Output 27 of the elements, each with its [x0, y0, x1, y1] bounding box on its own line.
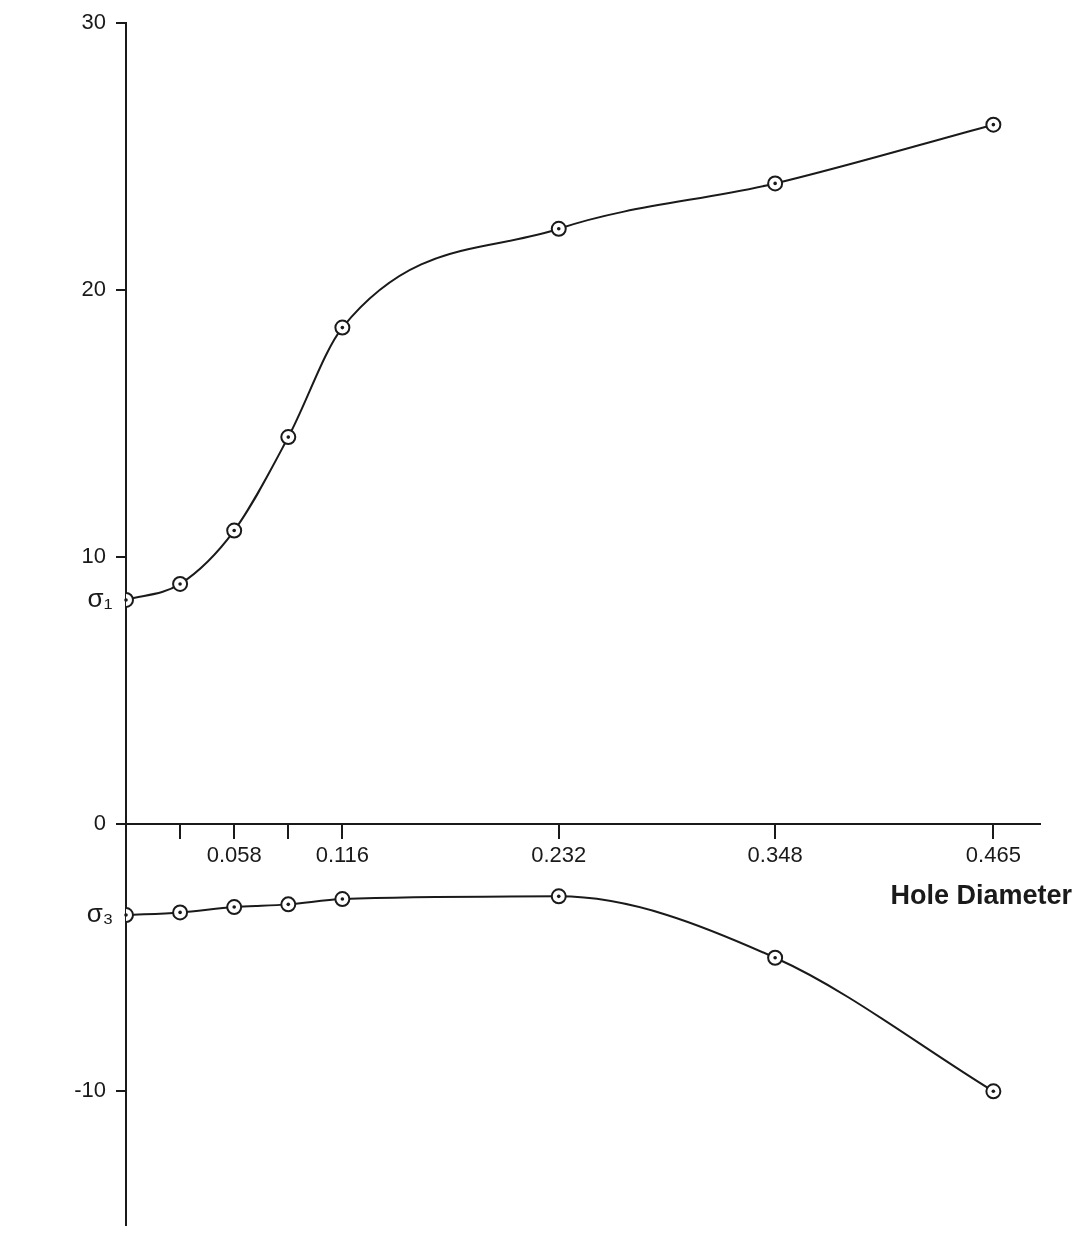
y-tick-label: 20: [81, 276, 106, 302]
y-tick-label: 0: [93, 810, 106, 836]
point: [280, 429, 297, 446]
point: [985, 1083, 1002, 1100]
y-tick-label: -10: [74, 1077, 106, 1103]
x-tick-label: 0.116: [315, 841, 370, 867]
series-label: σ₁: [87, 583, 113, 614]
point: [334, 319, 351, 336]
x-tick-label: 0.348: [747, 841, 803, 867]
point: [280, 896, 297, 913]
point: [172, 904, 189, 921]
point: [226, 522, 243, 539]
point: [334, 891, 351, 908]
x-tick-label: 0.465: [965, 841, 1021, 867]
x-tick-label: 0.058: [206, 841, 262, 867]
x-tick-label: 0.232: [531, 841, 587, 867]
point: [767, 949, 784, 966]
y-tick-label: 30: [81, 9, 106, 35]
x-axis-title: Hole Diameter: [890, 880, 1073, 911]
point: [767, 175, 784, 192]
point: [985, 116, 1002, 133]
y-tick-label: 10: [81, 543, 106, 569]
series-label: σ₃: [86, 898, 114, 929]
point: [550, 220, 567, 237]
point: [172, 575, 189, 592]
point: [226, 899, 243, 916]
point: [550, 888, 567, 905]
